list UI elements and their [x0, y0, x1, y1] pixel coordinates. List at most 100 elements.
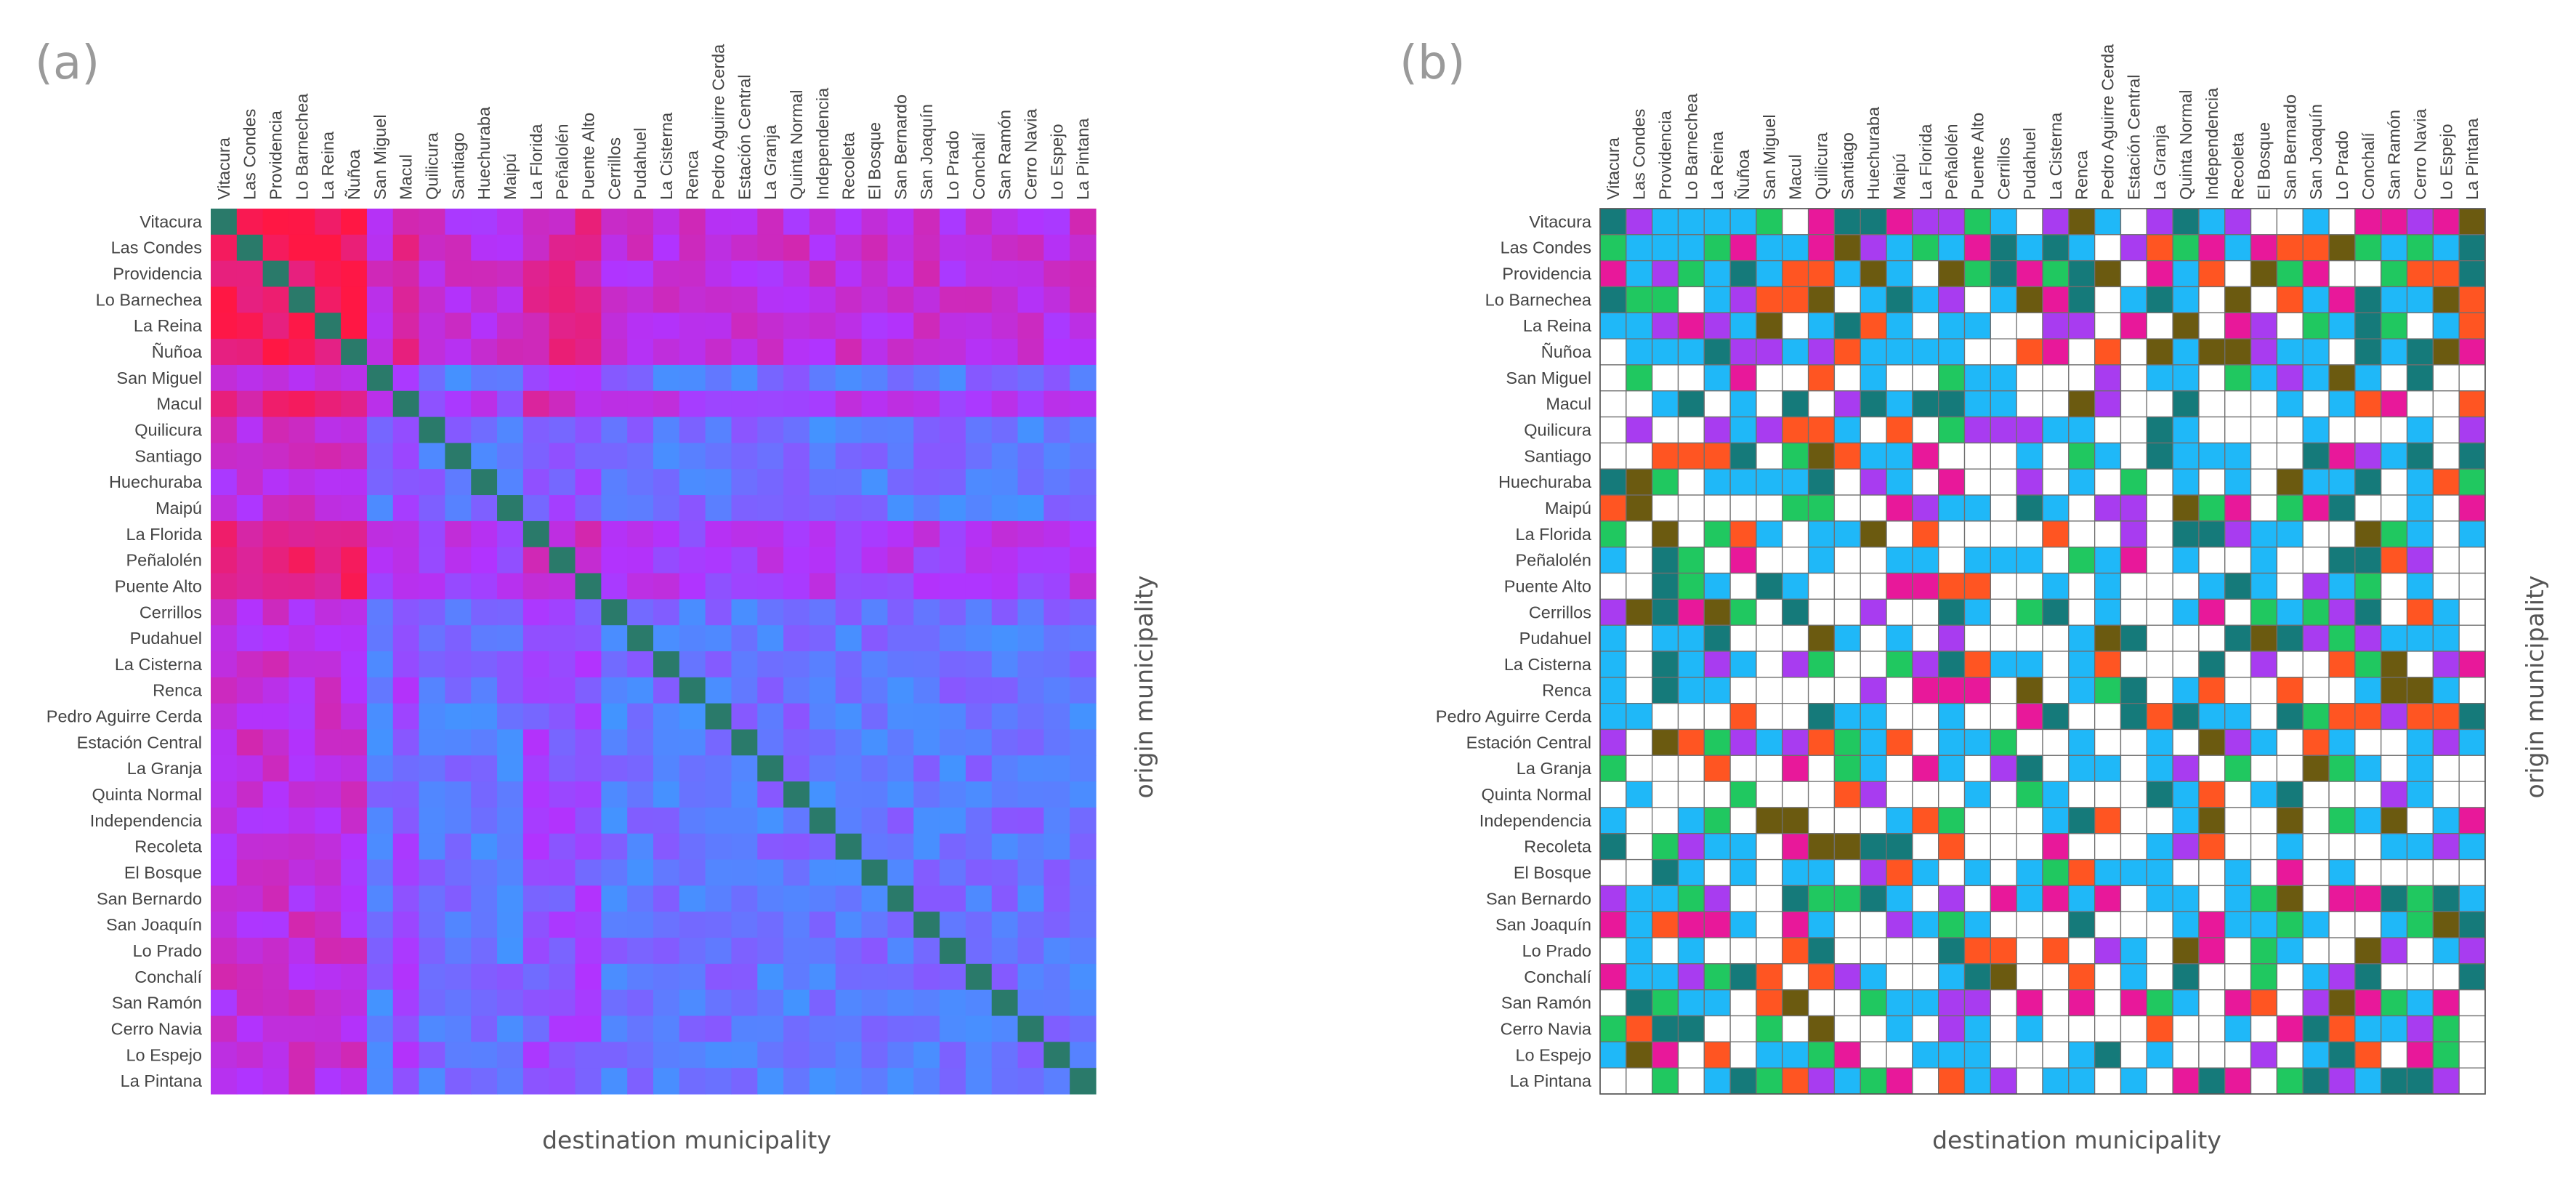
cell-a-13-0: [211, 547, 238, 574]
cell-a-26-2: [262, 885, 290, 912]
cell-b-25-9: [1833, 858, 1861, 887]
cell-b-11-15: [1990, 494, 2017, 522]
cell-b-4-8: [1807, 312, 1836, 339]
cell-b-8-4: [1703, 416, 1731, 444]
cell-b-26-27: [2302, 885, 2330, 912]
cell-a-9-32: [1043, 443, 1070, 470]
cell-b-33-26: [2276, 1067, 2304, 1095]
y-tick-label: Pudahuel: [1519, 629, 1591, 648]
cell-b-31-8: [1807, 1015, 1836, 1043]
cell-a-16-30: [991, 625, 1019, 652]
cell-b-7-11: [1886, 390, 1913, 418]
cell-b-16-8: [1807, 624, 1836, 652]
cell-a-15-32: [1043, 599, 1070, 626]
cell-b-14-33: [2458, 572, 2486, 600]
cell-b-12-16: [2016, 520, 2043, 548]
cell-b-4-7: [1782, 312, 1809, 339]
cell-b-25-0: [1599, 858, 1627, 887]
cell-a-11-25: [861, 495, 889, 522]
cell-b-31-10: [1860, 1015, 1887, 1043]
cell-a-1-17: [653, 234, 680, 262]
cell-a-14-14: [575, 573, 602, 600]
cell-a-25-15: [601, 859, 628, 887]
cell-b-21-33: [2458, 755, 2486, 782]
cell-a-8-9: [445, 417, 472, 444]
cell-a-6-24: [835, 364, 863, 392]
cell-b-13-5: [1729, 547, 1757, 574]
y-tick-label: Ñuñoa: [152, 342, 203, 361]
cell-a-20-18: [679, 729, 706, 756]
cell-b-6-27: [2302, 364, 2330, 392]
cell-b-33-6: [1756, 1067, 1783, 1095]
x-tick-label: Renca: [2072, 150, 2091, 200]
cell-b-2-32: [2432, 259, 2460, 288]
cell-b-1-15: [1990, 234, 2017, 262]
cell-a-14-20: [731, 573, 758, 600]
cell-b-27-5: [1729, 911, 1757, 938]
cell-b-4-23: [2198, 312, 2226, 339]
cell-b-4-32: [2432, 312, 2460, 339]
cell-a-32-2: [262, 1042, 290, 1069]
cell-b-22-20: [2120, 781, 2147, 808]
cell-b-13-20: [2120, 547, 2147, 574]
cell-a-22-14: [575, 781, 602, 808]
cell-a-16-15: [601, 625, 628, 652]
cell-b-27-32: [2432, 911, 2460, 938]
cell-a-22-17: [653, 781, 680, 808]
x-tick-label: Huechuraba: [475, 106, 493, 200]
cell-b-16-30: [2381, 624, 2408, 652]
cell-b-28-18: [2068, 937, 2096, 965]
cell-a-5-31: [1017, 339, 1044, 366]
y-tick-label: Las Condes: [111, 238, 202, 257]
cell-a-2-5: [341, 260, 368, 288]
cell-b-16-0: [1599, 624, 1627, 652]
cell-b-22-14: [1963, 781, 1992, 808]
cell-a-23-11: [497, 807, 524, 834]
cell-a-3-6: [366, 286, 394, 313]
cell-a-6-21: [757, 364, 784, 392]
cell-a-10-17: [653, 469, 680, 496]
cell-b-31-18: [2068, 1015, 2096, 1043]
cell-b-8-22: [2172, 416, 2200, 444]
cell-b-20-27: [2302, 728, 2330, 756]
cell-b-11-9: [1833, 494, 1861, 522]
cell-b-5-31: [2406, 338, 2434, 366]
cell-a-19-32: [1043, 703, 1070, 731]
cell-a-7-26: [887, 390, 914, 418]
cell-b-3-8: [1807, 286, 1836, 313]
cell-a-29-12: [522, 963, 550, 991]
cell-a-7-27: [913, 390, 940, 418]
cell-b-7-24: [2224, 390, 2252, 418]
cell-b-27-31: [2406, 911, 2434, 938]
x-tick-label: San Miguel: [1760, 114, 1779, 200]
cell-a-29-8: [419, 963, 446, 991]
cell-a-20-1: [236, 729, 264, 756]
cell-a-0-25: [861, 209, 889, 236]
cell-b-0-9: [1833, 208, 1861, 236]
cell-b-24-24: [2224, 833, 2252, 861]
cell-a-13-19: [705, 547, 732, 574]
cell-a-11-20: [731, 495, 758, 522]
cell-b-3-22: [2172, 286, 2200, 313]
y-tick-label: Conchalí: [1524, 967, 1591, 986]
cell-a-7-32: [1043, 390, 1070, 418]
cell-a-17-33: [1070, 651, 1097, 678]
cell-a-24-24: [835, 833, 863, 861]
cell-b-23-21: [2146, 807, 2173, 834]
cell-b-20-18: [2068, 728, 2096, 756]
cell-b-21-17: [2042, 755, 2070, 782]
cell-b-14-10: [1860, 572, 1887, 600]
cell-a-3-2: [262, 286, 290, 313]
cell-b-10-1: [1626, 468, 1653, 496]
cell-b-29-10: [1860, 963, 1887, 991]
cell-b-6-28: [2328, 364, 2356, 392]
cell-b-1-10: [1860, 234, 1887, 262]
cell-b-12-18: [2068, 520, 2096, 548]
cell-b-16-18: [2068, 624, 2096, 652]
cell-b-31-7: [1782, 1015, 1809, 1043]
cell-b-23-19: [2093, 807, 2122, 834]
cell-b-28-11: [1886, 937, 1913, 965]
cell-a-19-9: [445, 703, 472, 731]
cell-b-0-10: [1860, 208, 1887, 236]
cell-b-25-28: [2328, 858, 2356, 887]
